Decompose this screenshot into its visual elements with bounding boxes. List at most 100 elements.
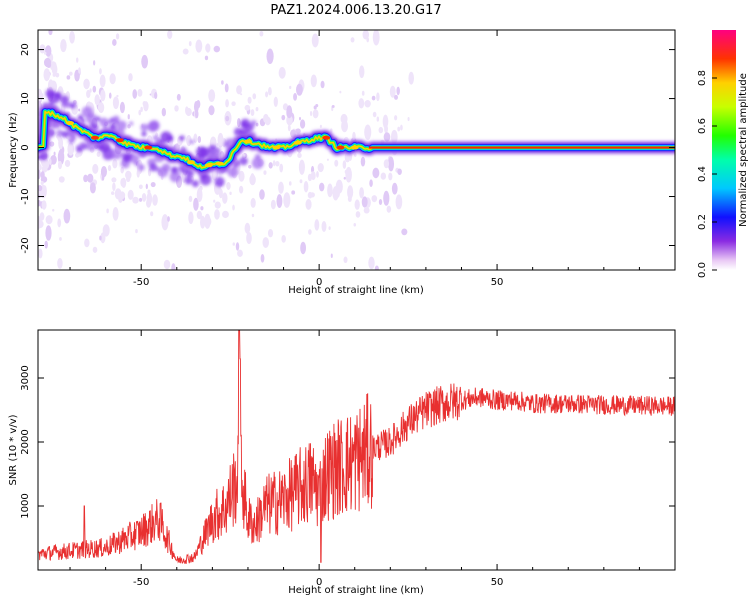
noise-speckle <box>197 136 202 144</box>
noise-speckle <box>92 85 97 93</box>
noise-speckle <box>386 205 392 213</box>
noise-speckle <box>303 180 309 193</box>
noise-speckle <box>319 124 322 129</box>
noise-speckle <box>250 109 255 117</box>
noise-speckle <box>380 172 387 180</box>
noise-speckle <box>330 253 333 258</box>
noise-speckle <box>229 191 232 196</box>
noise-speckle <box>263 170 267 175</box>
snr-xtick-label: 0 <box>316 577 322 588</box>
noise-speckle <box>383 190 390 206</box>
noise-speckle <box>296 83 303 96</box>
noise-speckle <box>116 94 119 98</box>
noise-speckle <box>305 199 312 210</box>
colorbar-tick-label: 0.2 <box>697 214 708 230</box>
ridge-hot-spots <box>66 121 359 168</box>
noise-speckle <box>342 160 347 169</box>
hot-spot <box>115 138 124 143</box>
spectrogram-xtick-label: 0 <box>316 277 322 288</box>
purple-blob <box>63 100 71 109</box>
noise-speckle <box>378 199 383 206</box>
noise-speckle <box>343 256 348 264</box>
noise-speckle <box>49 141 55 147</box>
noise-speckle <box>83 78 90 90</box>
spectrogram-ytick-label: 0 <box>20 144 31 150</box>
noise-speckle <box>188 41 192 47</box>
noise-speckle <box>236 117 241 128</box>
noise-speckle <box>205 43 211 53</box>
noise-speckle <box>59 236 62 241</box>
snr-frame <box>37 329 676 571</box>
noise-speckle <box>99 74 106 88</box>
noise-speckle <box>111 191 115 196</box>
purple-blob <box>198 147 210 159</box>
snr-ytick-label: 1000 <box>20 493 31 518</box>
noise-speckle <box>383 159 390 169</box>
purple-blob <box>152 135 159 141</box>
noise-speckle <box>252 93 257 100</box>
noise-speckle <box>142 101 147 107</box>
purple-blob <box>141 131 147 137</box>
noise-speckle <box>328 226 331 230</box>
noise-speckle <box>126 176 131 183</box>
noise-speckle <box>408 71 415 85</box>
noise-speckle <box>321 221 327 232</box>
noise-speckle <box>369 179 373 187</box>
noise-speckle <box>265 91 269 98</box>
noise-speckle <box>232 242 236 246</box>
noise-speckle <box>38 88 43 101</box>
noise-speckle <box>199 215 206 229</box>
noise-speckle <box>250 197 256 208</box>
noise-speckle <box>97 102 105 114</box>
noise-speckle <box>307 191 313 199</box>
colorbar-ticks: 0.0 0.2 0.4 0.6 0.8 <box>697 70 717 278</box>
noise-speckle <box>287 124 291 132</box>
noise-speckle <box>401 228 408 236</box>
noise-speckle <box>225 115 230 122</box>
purple-blob <box>81 106 93 118</box>
noise-speckle <box>154 92 158 100</box>
hot-spot <box>243 139 252 144</box>
noise-speckle <box>193 133 198 143</box>
spectrogram-heatmap <box>38 30 675 270</box>
noise-speckle <box>45 225 52 241</box>
noise-speckle <box>99 235 102 241</box>
noise-speckle <box>372 111 377 118</box>
noise-speckle <box>237 249 243 257</box>
noise-speckle <box>75 57 79 63</box>
noise-speckle <box>214 209 220 220</box>
noise-speckle <box>145 183 148 190</box>
noise-speckle <box>45 45 52 57</box>
noise-speckle <box>208 105 215 116</box>
noise-speckle <box>111 177 117 183</box>
noise-speckle <box>288 181 292 186</box>
noise-speckle <box>78 108 81 112</box>
noise-speckle <box>279 163 284 173</box>
noise-speckle <box>57 257 63 269</box>
noise-speckle <box>43 185 47 194</box>
colorbar-tick-label: 0.8 <box>697 70 708 86</box>
noise-speckle <box>60 39 67 53</box>
noise-speckle <box>45 215 53 225</box>
purple-blob <box>213 150 221 159</box>
purple-blob <box>71 134 77 141</box>
noise-speckle <box>132 196 139 204</box>
noise-speckle <box>127 114 130 120</box>
noise-speckle <box>362 30 370 40</box>
spectrogram-ticks: -50 0 50 -20 -10 0 10 20 <box>20 30 676 288</box>
noise-speckle <box>244 104 251 111</box>
noise-speckle <box>225 99 229 108</box>
noise-speckle <box>247 96 252 104</box>
noise-speckle <box>196 187 203 202</box>
noise-speckle <box>43 159 50 170</box>
noise-speckle <box>96 151 101 157</box>
noise-speckle <box>38 199 42 207</box>
noise-speckle <box>141 192 147 202</box>
noise-speckle <box>391 182 398 195</box>
noise-speckle <box>238 185 244 194</box>
noise-speckle <box>259 30 264 37</box>
noise-speckle <box>358 98 365 109</box>
colorbar-tick-label: 0.0 <box>697 262 708 278</box>
hot-spot <box>90 135 99 140</box>
